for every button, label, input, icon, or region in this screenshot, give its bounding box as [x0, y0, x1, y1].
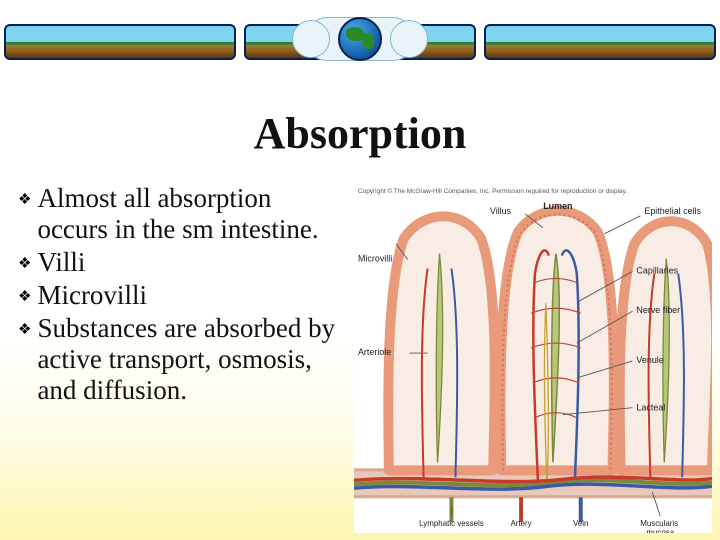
list-item: ❖ Almost all absorption occurs in the sm… [18, 183, 348, 245]
header-banner [0, 0, 720, 78]
bullet-text: Microvilli [37, 280, 348, 311]
label-arteriole: Arteriole [358, 347, 391, 357]
bullet-marker-icon: ❖ [18, 192, 31, 209]
bullet-marker-icon: ❖ [18, 256, 31, 273]
label-venule: Venule [636, 355, 663, 365]
bullet-text: Villi [37, 247, 348, 278]
land-segment [484, 24, 716, 60]
bullet-text: Substances are absorbed by active transp… [37, 313, 348, 406]
label-lymphatic: Lymphatic vessels [419, 519, 484, 528]
bullet-list: ❖ Almost all absorption occurs in the sm… [18, 183, 348, 533]
globe-emblem [324, 3, 396, 75]
bullet-marker-icon: ❖ [18, 322, 31, 339]
globe-icon [338, 17, 382, 61]
label-muscularis: Muscularis mucosa [640, 519, 680, 533]
label-vein: Vein [573, 519, 588, 528]
list-item: ❖ Villi [18, 247, 348, 278]
base-vessels [354, 477, 712, 522]
label-epithelial: Epithelial cells [644, 206, 701, 216]
label-artery: Artery [510, 519, 531, 528]
diagram-copyright: Copyright © The McGraw-Hill Companies, I… [358, 187, 627, 195]
page-title: Absorption [0, 108, 720, 159]
label-nerve: Nerve fiber [636, 305, 680, 315]
label-lumen: Lumen [543, 201, 572, 211]
content-row: ❖ Almost all absorption occurs in the sm… [0, 183, 720, 533]
land-segment [4, 24, 236, 60]
label-capillaries: Capillaries [636, 265, 678, 275]
list-item: ❖ Microvilli [18, 280, 348, 311]
label-lacteal: Lacteal [636, 403, 665, 413]
label-microvilli: Microvilli [358, 254, 392, 264]
bullet-marker-icon: ❖ [18, 289, 31, 306]
villus-diagram: Copyright © The McGraw-Hill Companies, I… [354, 183, 712, 533]
list-item: ❖ Substances are absorbed by active tran… [18, 313, 348, 406]
bullet-text: Almost all absorption occurs in the sm i… [37, 183, 348, 245]
label-villus: Villus [490, 206, 512, 216]
diagram-svg: Copyright © The McGraw-Hill Companies, I… [354, 183, 712, 533]
